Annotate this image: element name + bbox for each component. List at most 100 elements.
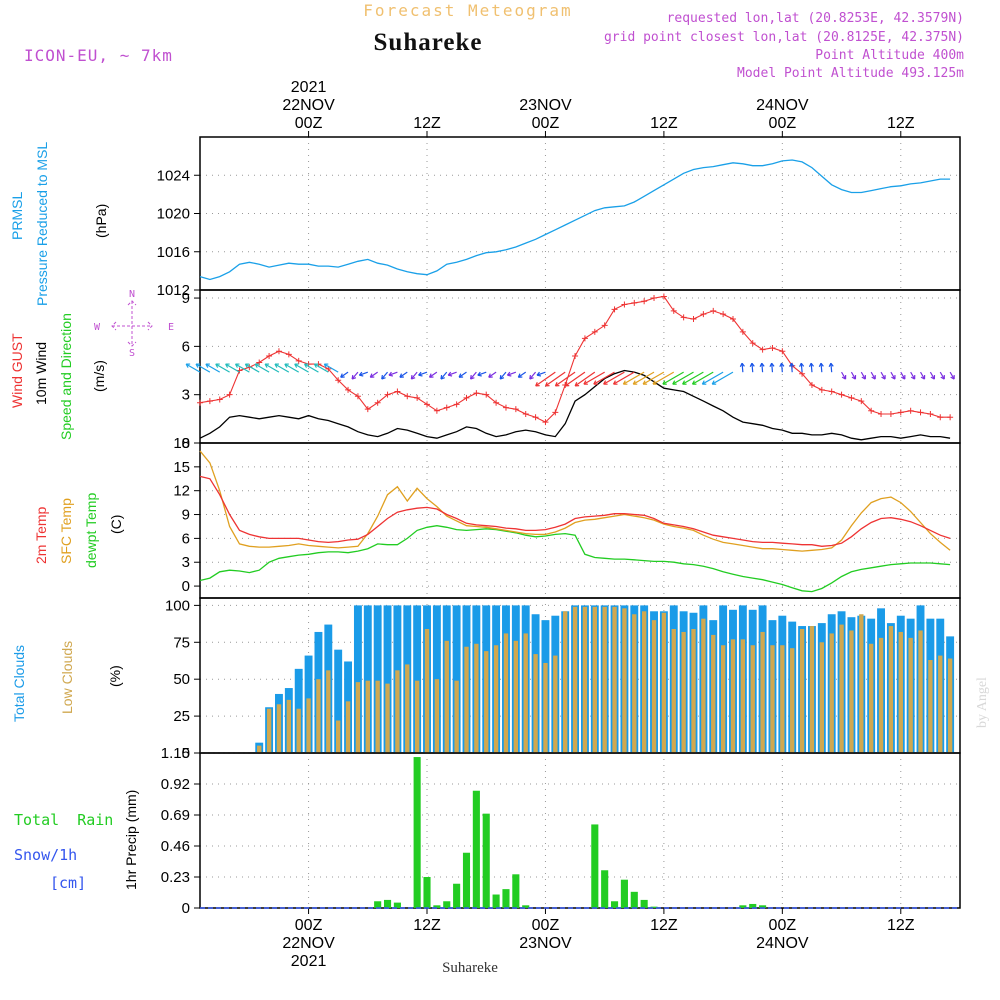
gust-point (779, 348, 786, 355)
rain-bar (610, 901, 619, 908)
rain-bar (591, 824, 599, 908)
low-cloud-bar (286, 699, 292, 753)
wind-barb-head (447, 371, 453, 377)
wind-barb (929, 371, 935, 380)
low-cloud-bar (602, 606, 607, 753)
wind-barb (545, 371, 566, 387)
gust-point (670, 307, 677, 314)
wind-barb-head (739, 362, 745, 368)
low-cloud-bar (434, 679, 440, 753)
wind-barb-head (488, 373, 493, 378)
gust-point (345, 386, 352, 393)
gust-point (197, 399, 203, 406)
low-cloud-bar (938, 655, 943, 753)
wind-barb-head (304, 363, 309, 368)
gust-point (878, 411, 885, 418)
wind-barb-head (808, 362, 815, 368)
low-cloud-bar (888, 626, 894, 753)
gust-point (690, 315, 697, 322)
low-cloud-bar (316, 679, 321, 753)
wind-barb (477, 371, 487, 376)
wind-barb-head (544, 382, 550, 387)
wind-barb-head (205, 363, 210, 368)
gust-point (808, 382, 815, 389)
bottom-date-label: 24NOV (756, 935, 809, 952)
y-tick-label: 6 (182, 530, 190, 547)
wind-barb-head (632, 380, 638, 385)
low-cloud-bar (454, 680, 459, 753)
wind-barb-head (662, 380, 667, 385)
low-cloud-bar (484, 651, 489, 753)
panel-frame (199, 289, 961, 444)
gust-point (522, 411, 529, 418)
wind-barb-head (529, 374, 534, 380)
wind-barb (880, 371, 886, 380)
total-cloud-bar (363, 605, 372, 753)
low-cloud-bar (740, 639, 746, 753)
low-cloud-bar (839, 624, 844, 753)
low-cloud-bar (681, 631, 686, 753)
low-cloud-bar (819, 642, 824, 753)
bottom-tick-label: 00Z (769, 917, 797, 934)
rain-bar (393, 902, 401, 908)
wind-barb-head (940, 375, 945, 380)
low-cloud-bar (592, 606, 597, 753)
wind-barb (692, 371, 714, 385)
bottom-date-label: 23NOV (519, 935, 572, 952)
low-cloud-bar (829, 633, 834, 753)
wind-barb-head (195, 363, 201, 368)
wind-barb-head (691, 380, 697, 385)
y-tick-label: 1016 (157, 244, 190, 261)
wind-barb-head (779, 362, 785, 368)
wind-barb (949, 371, 955, 380)
gust-point (621, 301, 628, 308)
gust-point (818, 386, 825, 393)
precip-unit: 1hr Precip (mm) (123, 790, 139, 890)
wind-barb-head (828, 362, 834, 368)
temp-2m-label: 2m Temp (33, 506, 49, 564)
wind-barb-head (711, 380, 717, 385)
wind-barb-head (535, 382, 540, 387)
gust-point (364, 406, 371, 413)
y-tick-label: 18 (173, 435, 190, 452)
wind-barb (381, 371, 388, 380)
gust-point (739, 328, 746, 335)
wind-barb (536, 371, 546, 376)
wind-barb-head (950, 375, 955, 380)
wind-barb-head (388, 371, 393, 377)
top-tick-label: 00Z (769, 115, 797, 132)
low-cloud-bar (671, 629, 676, 753)
bottom-tick-label: 00Z (532, 917, 560, 934)
wind-barb (613, 371, 635, 385)
low-cloud-bar (780, 645, 785, 753)
wind-barb (440, 371, 448, 380)
wind-barb (900, 371, 906, 380)
low-cloud-bar (533, 654, 538, 753)
y-tick-label: 6 (182, 338, 190, 355)
wind-barb (195, 363, 211, 373)
rain-bar (423, 877, 431, 908)
wind-barb (488, 371, 497, 378)
y-tick-label: 1020 (157, 206, 190, 223)
gust-point (453, 401, 460, 408)
panel-frame (199, 597, 961, 754)
wind-barb-head (910, 375, 916, 380)
pressure-line (199, 159, 951, 281)
rain-bar (472, 790, 480, 908)
wind-barb-head (499, 374, 505, 380)
gust-point (660, 293, 667, 300)
wind-barb-head (215, 363, 220, 368)
low-cloud-bar (296, 708, 301, 753)
low-cloud-bar (395, 670, 400, 753)
wind-barb-head (672, 380, 677, 385)
gust-point (887, 411, 894, 418)
y-tick-label: 50 (173, 671, 190, 688)
rain-bar (462, 852, 471, 908)
gust-point (354, 393, 361, 400)
wind-barb-head (622, 380, 628, 385)
gust-point (680, 314, 687, 321)
y-tick-label: 100 (165, 597, 190, 614)
wind-barb-head (536, 371, 542, 377)
